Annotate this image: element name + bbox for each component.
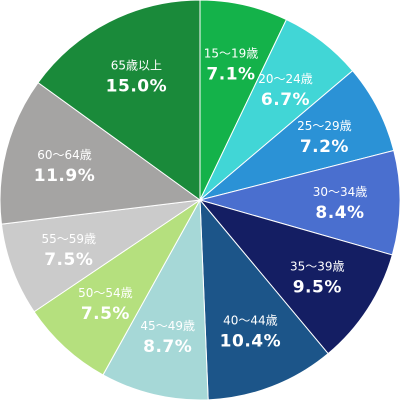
slice-value-label: 9.5% bbox=[293, 277, 342, 297]
slice-value-label: 7.5% bbox=[44, 250, 93, 270]
slice-value-label: 7.1% bbox=[206, 65, 255, 85]
pie-slice-8 bbox=[0, 199, 201, 313]
slice-value-label: 7.5% bbox=[81, 304, 130, 324]
pie-slice-9 bbox=[0, 81, 202, 225]
slice-category-label: 15〜19歳 bbox=[204, 47, 259, 61]
slice-category-label: 25〜29歳 bbox=[297, 119, 352, 133]
slice-value-label: 7.2% bbox=[300, 137, 349, 157]
slice-value-label: 6.7% bbox=[261, 90, 310, 110]
pie-slice-7 bbox=[33, 199, 201, 376]
pie-labels: 15〜19歳 7.1% 20〜24歳 6.7% 25〜29歳 7.2% 30〜34歳 8.4%… bbox=[34, 47, 368, 358]
slice-category-label: 20〜24歳 bbox=[258, 72, 313, 86]
slice-value-label: 8.7% bbox=[143, 337, 192, 357]
slice-category-label: 50〜54歳 bbox=[78, 286, 133, 300]
pie-slice-5 bbox=[199, 198, 329, 400]
slice-value-label: 11.9% bbox=[34, 166, 95, 186]
slice-category-label: 40〜44歳 bbox=[223, 314, 278, 328]
pie-slice-10 bbox=[37, 0, 201, 201]
pie-slice-4 bbox=[198, 199, 393, 355]
slice-category-label: 30〜34歳 bbox=[313, 185, 368, 199]
slice-category-label: 60〜64歳 bbox=[37, 148, 92, 162]
slice-category-label: 55〜59歳 bbox=[42, 232, 97, 246]
slice-value-label: 8.4% bbox=[315, 203, 364, 223]
slice-value-label: 15.0% bbox=[106, 76, 167, 96]
slice-category-label: 45〜49歳 bbox=[140, 319, 195, 333]
slice-category-label: 35〜39歳 bbox=[290, 259, 345, 273]
slice-value-label: 10.4% bbox=[220, 332, 281, 352]
slice-category-label: 65歳以上 bbox=[111, 58, 162, 72]
